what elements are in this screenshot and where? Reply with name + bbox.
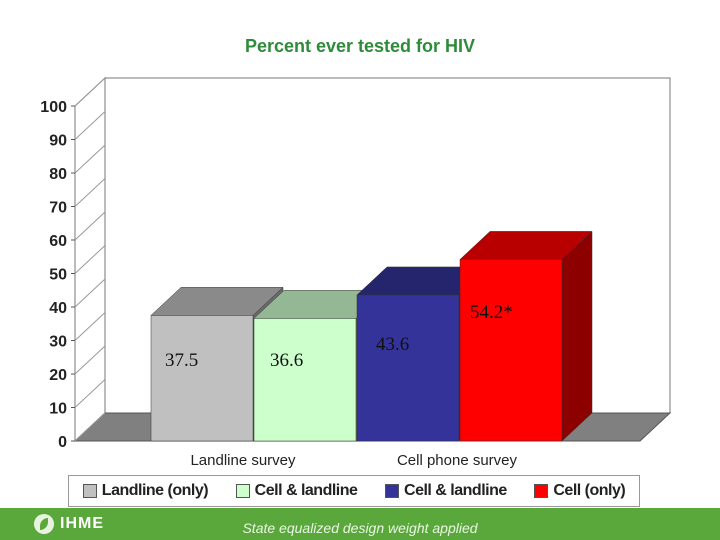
bar-side — [561, 230, 593, 442]
legend-label: Landline (only) — [101, 482, 209, 499]
y-tick-label: 50 — [49, 267, 67, 284]
y-tick-label: 30 — [49, 334, 67, 351]
y-tick-label: 100 — [40, 99, 67, 116]
legend-item-cell-only: Cell (only) — [534, 482, 626, 500]
y-grid-diagonal — [74, 77, 106, 107]
legend-item-landline-only: Landline (only) — [82, 482, 209, 500]
y-grid-diagonal — [74, 178, 106, 207]
y-grid-diagonal — [74, 278, 106, 308]
footer-bar: IHME — [0, 508, 720, 540]
legend-swatch — [235, 484, 250, 498]
chart-title: Percent ever tested for HIV — [244, 36, 476, 56]
legend-item-cell-landline-1: Cell & landline — [235, 482, 358, 500]
ihme-logo: IHME — [34, 514, 104, 534]
data-label: 54.2* — [470, 302, 513, 323]
bar — [253, 318, 357, 442]
y-grid-diagonal — [74, 345, 106, 375]
data-label: 43.6 — [376, 334, 409, 355]
y-grid-diagonal — [74, 312, 106, 341]
leaf-icon — [34, 514, 54, 534]
y-tick-label: 10 — [49, 401, 67, 418]
legend-label: Cell (only) — [553, 482, 626, 499]
y-grid-diagonal — [74, 111, 106, 140]
legend-swatch — [385, 484, 400, 498]
y-grid-diagonal — [74, 211, 106, 241]
bar — [356, 294, 460, 442]
bar — [459, 259, 563, 442]
data-label: 36.6 — [270, 350, 303, 371]
legend-swatch — [82, 484, 97, 498]
legend-swatch — [534, 484, 549, 498]
group-label: Landline survey — [190, 452, 296, 469]
y-tick-label: 90 — [49, 133, 67, 150]
legend-label: Cell & landline — [404, 482, 507, 499]
legend-item-cell-landline-2: Cell & landline — [385, 482, 507, 500]
group-label: Cell phone survey — [397, 452, 518, 469]
y-grid-diagonal — [74, 412, 106, 442]
y-grid-diagonal — [74, 245, 106, 274]
y-grid-diagonal — [74, 379, 106, 408]
y-tick-label: 0 — [58, 434, 67, 451]
logo-text: IHME — [60, 515, 104, 532]
chart-legend: Landline (only) Cell & landline Cell & l… — [68, 475, 640, 507]
y-tick-label: 80 — [49, 166, 67, 183]
data-label: 37.5 — [165, 350, 198, 371]
bar — [150, 315, 254, 442]
y-tick-label: 60 — [49, 233, 67, 250]
y-tick-label: 40 — [49, 300, 67, 317]
y-tick-label: 70 — [49, 200, 67, 217]
bar-chart: 0 10 20 30 40 50 60 70 80 90 100 37.5 36.6 43.6 54.2* L… — [40, 76, 672, 469]
footnote: State equalized design weight applied — [242, 520, 478, 536]
y-grid-diagonal — [74, 144, 106, 174]
y-tick-label: 20 — [49, 367, 67, 384]
legend-label: Cell & landline — [254, 482, 358, 499]
